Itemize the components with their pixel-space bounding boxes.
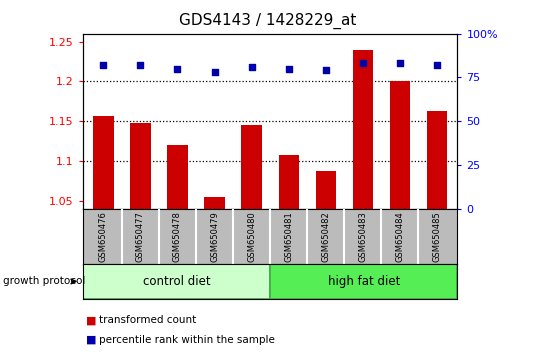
- Text: growth protocol: growth protocol: [3, 276, 85, 286]
- Text: ■: ■: [86, 315, 96, 325]
- Text: transformed count: transformed count: [99, 315, 196, 325]
- Point: [99, 62, 108, 68]
- Text: percentile rank within the sample: percentile rank within the sample: [99, 335, 275, 345]
- Point: [285, 66, 293, 72]
- Text: GDS4143 / 1428229_at: GDS4143 / 1428229_at: [179, 12, 356, 29]
- Text: GSM650484: GSM650484: [395, 212, 404, 262]
- Text: GSM650482: GSM650482: [322, 212, 330, 262]
- Bar: [316, 171, 336, 209]
- Point: [396, 61, 404, 66]
- Text: control diet: control diet: [143, 275, 210, 288]
- Bar: [279, 155, 299, 209]
- Bar: [83, 264, 270, 299]
- Bar: [130, 123, 150, 209]
- Text: high fat diet: high fat diet: [327, 275, 400, 288]
- Text: GSM650480: GSM650480: [247, 212, 256, 262]
- Point: [247, 64, 256, 70]
- Point: [173, 66, 182, 72]
- Text: GSM650479: GSM650479: [210, 212, 219, 262]
- Bar: [241, 125, 262, 209]
- Bar: [353, 50, 373, 209]
- Text: GSM650478: GSM650478: [173, 212, 182, 262]
- Bar: [390, 81, 410, 209]
- Text: GSM650481: GSM650481: [284, 212, 293, 262]
- Point: [322, 68, 330, 73]
- Bar: [93, 116, 113, 209]
- Text: GSM650485: GSM650485: [432, 212, 441, 262]
- Bar: [427, 111, 447, 209]
- Bar: [270, 264, 457, 299]
- Bar: [204, 197, 225, 209]
- Point: [210, 69, 219, 75]
- Bar: [167, 145, 188, 209]
- Point: [433, 62, 441, 68]
- Text: GSM650483: GSM650483: [358, 212, 368, 262]
- Point: [358, 61, 367, 66]
- Text: GSM650476: GSM650476: [99, 212, 108, 262]
- Text: ■: ■: [86, 335, 96, 345]
- Point: [136, 62, 144, 68]
- Text: GSM650477: GSM650477: [136, 212, 145, 262]
